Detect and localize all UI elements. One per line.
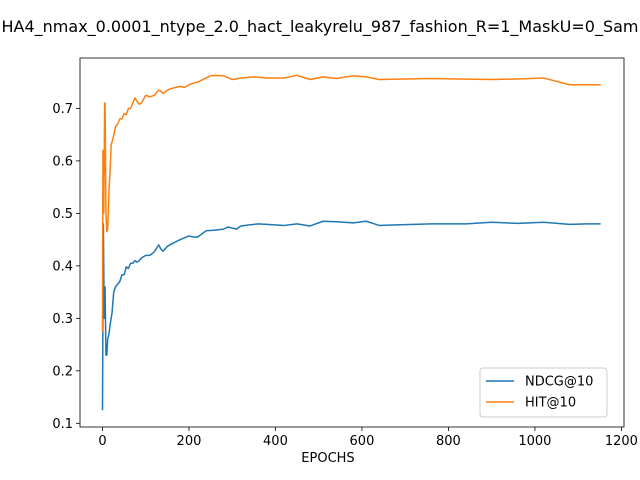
x-tick-label: 400 — [263, 434, 288, 449]
x-tick-label: 1200 — [605, 434, 638, 449]
series-line-1 — [101, 74, 601, 332]
legend-label-0: NDCG@10 — [525, 375, 593, 390]
y-tick-label: 0.7 — [52, 102, 73, 117]
legend-label-1: HIT@10 — [525, 396, 576, 411]
y-tick-label: 0.2 — [52, 364, 73, 379]
x-tick-label: 0 — [98, 434, 106, 449]
x-axis-ticks: 0 200 400 600 800 1000 1200 — [98, 427, 638, 449]
series-line-0 — [101, 220, 601, 411]
y-tick-label: 0.5 — [52, 207, 73, 222]
x-tick-label: 1000 — [518, 434, 551, 449]
axes-frame — [79, 57, 625, 428]
chart-title: HA4_nmax_0.0001_ntype_2.0_hact_leakyrelu… — [2, 17, 639, 37]
plot-area — [79, 57, 625, 428]
y-tick-label: 0.1 — [52, 417, 73, 432]
y-tick-label: 0.4 — [52, 259, 73, 274]
y-tick-label: 0.3 — [52, 312, 73, 327]
legend: NDCG@10 HIT@10 — [479, 367, 608, 418]
x-axis-label: EPOCHS — [301, 451, 354, 466]
y-axis-ticks: 0.1 0.2 0.3 0.4 0.5 0.6 0.7 — [52, 102, 80, 432]
y-tick-label: 0.6 — [52, 154, 73, 169]
x-tick-label: 600 — [350, 434, 375, 449]
x-tick-label: 200 — [177, 434, 202, 449]
x-tick-label: 800 — [436, 434, 461, 449]
